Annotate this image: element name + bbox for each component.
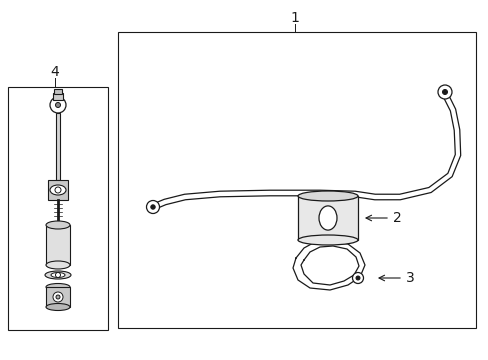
Bar xyxy=(53,93,63,100)
Circle shape xyxy=(55,103,61,108)
Circle shape xyxy=(437,85,451,99)
Text: 3: 3 xyxy=(405,271,414,285)
Circle shape xyxy=(56,295,60,299)
Bar xyxy=(46,225,70,265)
Ellipse shape xyxy=(46,303,70,310)
Bar xyxy=(118,32,475,328)
Circle shape xyxy=(352,273,363,284)
Ellipse shape xyxy=(46,221,70,229)
Circle shape xyxy=(50,97,66,113)
Ellipse shape xyxy=(297,235,357,245)
Bar xyxy=(46,287,70,307)
Text: 1: 1 xyxy=(290,11,299,25)
Ellipse shape xyxy=(318,206,336,230)
Bar xyxy=(48,180,68,200)
Text: 2: 2 xyxy=(392,211,401,225)
Ellipse shape xyxy=(46,261,70,269)
Ellipse shape xyxy=(50,185,66,195)
Ellipse shape xyxy=(45,271,71,279)
Bar xyxy=(54,89,62,94)
Circle shape xyxy=(442,90,447,95)
Circle shape xyxy=(53,292,63,302)
Ellipse shape xyxy=(46,284,70,291)
Ellipse shape xyxy=(51,273,65,278)
Circle shape xyxy=(150,205,155,209)
Bar xyxy=(8,87,108,330)
Circle shape xyxy=(55,187,61,193)
Bar xyxy=(297,196,357,240)
Text: 4: 4 xyxy=(51,65,59,79)
Circle shape xyxy=(355,276,359,280)
Circle shape xyxy=(55,273,61,278)
Bar xyxy=(56,113,60,180)
Circle shape xyxy=(146,201,159,213)
Ellipse shape xyxy=(297,191,357,201)
